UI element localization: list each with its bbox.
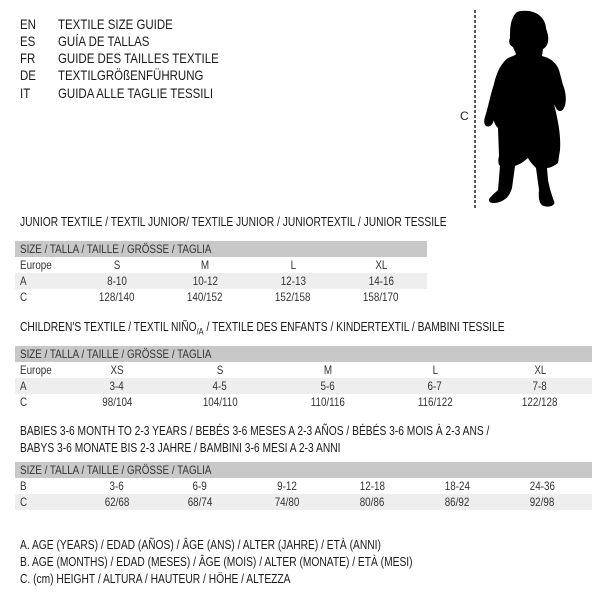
cell: 68/74	[187, 495, 213, 509]
cell: 3-4	[109, 379, 125, 393]
cell: 12-13	[280, 274, 306, 288]
lang-title: TEXTILE SIZE GUIDE	[58, 16, 173, 32]
lang-code: DE	[20, 67, 36, 83]
cell: 8-10	[107, 274, 127, 288]
table-row-c: C 62/68 68/74 74/80 80/86 86/92 92/98	[15, 494, 592, 510]
cell: 86/92	[444, 495, 470, 509]
row-label: Europe	[20, 258, 52, 272]
cell: L	[432, 363, 438, 377]
cell: 74/80	[274, 495, 300, 509]
children-size-table: SIZE / TALLA / TAILLE / GRÖSSE / TAGLIA …	[15, 346, 592, 410]
cell: S	[216, 363, 224, 377]
cell: 152/158	[275, 290, 311, 304]
cell: 18-24	[444, 479, 470, 493]
lang-code: EN	[20, 16, 36, 32]
legend-c: C. (cm) HEIGHT / ALTURA / HAUTEUR / HÖHE…	[20, 572, 291, 586]
cell: 92/98	[529, 495, 555, 509]
junior-section-title: JUNIOR TEXTILE / TEXTIL JUNIOR/ TEXTILE …	[20, 215, 540, 229]
table-row-b: B 3-6 6-9 9-12 12-18 18-24 24-36	[15, 478, 592, 494]
cell: XL	[533, 363, 547, 377]
babies-title-text: BABYS 3-6 MONATE BIS 2-3 JAHRE / BAMBINI…	[20, 441, 341, 455]
cell: XS	[110, 363, 124, 377]
cell: 24-36	[529, 479, 555, 493]
lang-title: GUIDA ALLE TAGLIE TESSILI	[58, 85, 214, 101]
lang-code: ES	[20, 33, 36, 49]
cell: 62/68	[104, 495, 130, 509]
table-row-europe: Europe S M L XL	[15, 257, 427, 273]
cell: 110/116	[310, 395, 346, 409]
cell: 98/104	[101, 395, 133, 409]
cell: 12-18	[359, 479, 385, 493]
cell: 122/128	[522, 395, 558, 409]
cell: L	[290, 258, 296, 272]
table-header: SIZE / TALLA / TAILLE / GRÖSSE / TAGLIA	[15, 462, 592, 478]
cell: 140/152	[187, 290, 223, 304]
cell: 6-7	[427, 379, 443, 393]
row-label: C	[20, 395, 28, 409]
cell: 6-9	[192, 479, 208, 493]
table-row-c: C 98/104 104/110 110/116 116/122 122/128	[15, 394, 592, 410]
row-label: C	[20, 495, 28, 509]
children-section-title: CHILDREN'S TEXTILE / TEXTIL NIÑO/A / TEX…	[20, 320, 600, 337]
cell: 158/170	[363, 290, 399, 304]
cell: 80/86	[359, 495, 385, 509]
lang-code: IT	[20, 85, 31, 101]
babies-section-title-line2: BABYS 3-6 MONATE BIS 2-3 JAHRE / BAMBINI…	[20, 441, 411, 455]
cell: 128/140	[99, 290, 135, 304]
lang-code: FR	[20, 50, 36, 66]
row-label: A	[20, 274, 27, 288]
row-label: B	[20, 479, 27, 493]
junior-title-text: JUNIOR TEXTILE / TEXTIL JUNIOR/ TEXTILE …	[20, 215, 447, 229]
cell: 5-6	[320, 379, 336, 393]
cell: M	[200, 258, 210, 272]
babies-section-title-line1: BABIES 3-6 MONTH TO 2-3 YEARS / BEBÉS 3-…	[20, 424, 592, 438]
cell: 14-16	[368, 274, 394, 288]
children-title-text: CHILDREN'S TEXTILE / TEXTIL NIÑO/A / TEX…	[20, 320, 505, 337]
cell: XL	[374, 258, 388, 272]
child-silhouette	[484, 10, 566, 207]
row-label: C	[20, 290, 28, 304]
cell: 7-8	[532, 379, 548, 393]
cell: 104/110	[202, 395, 238, 409]
junior-size-table: SIZE / TALLA / TAILLE / GRÖSSE / TAGLIA …	[15, 241, 427, 305]
babies-title-text: BABIES 3-6 MONTH TO 2-3 YEARS / BEBÉS 3-…	[20, 424, 490, 438]
cell: M	[323, 363, 333, 377]
header-text: SIZE / TALLA / TAILLE / GRÖSSE / TAGLIA	[20, 242, 212, 256]
cell: 116/122	[417, 395, 453, 409]
cell: 3-6	[109, 479, 125, 493]
table-row-europe: Europe XS S M L XL	[15, 362, 592, 378]
table-row-a: A 8-10 10-12 12-13 14-16	[15, 273, 427, 289]
table-header: SIZE / TALLA / TAILLE / GRÖSSE / TAGLIA	[15, 241, 427, 257]
babies-size-table: SIZE / TALLA / TAILLE / GRÖSSE / TAGLIA …	[15, 462, 592, 510]
lang-title: GUIDE DES TAILLES TEXTILE	[58, 50, 219, 66]
table-row-c: C 128/140 140/152 152/158 158/170	[15, 289, 427, 305]
header-text: SIZE / TALLA / TAILLE / GRÖSSE / TAGLIA	[20, 347, 212, 361]
cell: S	[113, 258, 121, 272]
cell: 4-5	[212, 379, 228, 393]
legend-b: B. AGE (MONTHS) / EDAD (MESES) / ÂGE (MO…	[20, 555, 413, 569]
lang-title: GUÍA DE TALLAS	[58, 33, 150, 49]
height-label: C	[460, 109, 469, 123]
row-label: Europe	[20, 363, 52, 377]
header-text: SIZE / TALLA / TAILLE / GRÖSSE / TAGLIA	[20, 463, 212, 477]
legend-a: A. AGE (YEARS) / EDAD (AÑOS) / ÂGE (ANS)…	[20, 538, 381, 552]
table-header: SIZE / TALLA / TAILLE / GRÖSSE / TAGLIA	[15, 346, 592, 362]
cell: 9-12	[277, 479, 297, 493]
lang-title: TEXTILGRÖßENFÜHRUNG	[58, 67, 204, 83]
child-silhouette-icon: C	[460, 10, 566, 208]
row-label: A	[20, 379, 27, 393]
table-row-a: A 3-4 4-5 5-6 6-7 7-8	[15, 378, 592, 394]
cell: 10-12	[192, 274, 218, 288]
